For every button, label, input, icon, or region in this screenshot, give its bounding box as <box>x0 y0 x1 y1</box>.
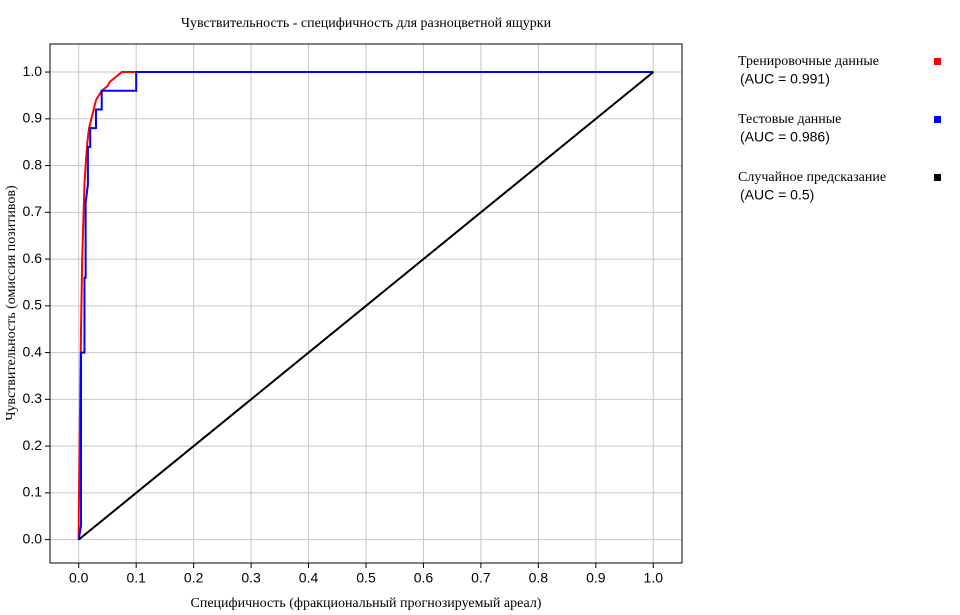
x-tick-label: 1.0 <box>644 570 664 586</box>
legend-label: Тестовые данные <box>738 112 841 127</box>
legend-note: (AUC = 0.5) <box>740 187 814 203</box>
y-tick-label: 0.2 <box>23 437 43 453</box>
legend-marker <box>934 174 941 181</box>
y-tick-label: 0.5 <box>23 297 43 313</box>
legend-label: Случайное предсказание <box>738 170 886 185</box>
x-tick-label: 0.3 <box>241 570 261 586</box>
x-tick-label: 0.7 <box>471 570 491 586</box>
legend-label: Тренировочные данные <box>738 54 879 69</box>
y-tick-label: 0.0 <box>23 530 43 546</box>
x-tick-label: 0.4 <box>299 570 319 586</box>
y-tick-label: 0.4 <box>23 343 43 359</box>
y-tick-label: 0.3 <box>23 390 43 406</box>
plot-frame <box>49 43 683 564</box>
legend-note: (AUC = 0.986) <box>740 129 830 145</box>
y-tick-label: 1.0 <box>23 63 43 79</box>
x-tick-label: 0.1 <box>126 570 146 586</box>
y-tick-label: 0.6 <box>23 250 43 266</box>
roc-line <box>77 71 654 540</box>
legend-note: (AUC = 0.991) <box>740 71 830 87</box>
roc-line <box>77 71 654 540</box>
x-tick-label: 0.5 <box>356 570 376 586</box>
x-tick-label: 0.6 <box>414 570 434 586</box>
y-tick-label: 0.7 <box>23 203 43 219</box>
chart-title: Чувствительность - специфичность для раз… <box>181 16 552 31</box>
x-tick-label: 0.0 <box>69 570 89 586</box>
x-tick-label: 0.8 <box>529 570 549 586</box>
y-axis-label: Чувствительность (омиссия позитивов) <box>4 185 19 421</box>
y-tick-label: 0.8 <box>23 156 43 172</box>
y-tick-label: 0.1 <box>23 484 43 500</box>
y-tick-label: 0.9 <box>23 110 43 126</box>
x-tick-label: 0.2 <box>184 570 204 586</box>
x-axis-label: Специфичность (фракциональный прогнозиру… <box>191 596 542 611</box>
x-tick-label: 0.9 <box>586 570 606 586</box>
legend-marker <box>934 116 941 123</box>
roc-line <box>78 71 654 541</box>
legend-marker <box>934 58 941 65</box>
